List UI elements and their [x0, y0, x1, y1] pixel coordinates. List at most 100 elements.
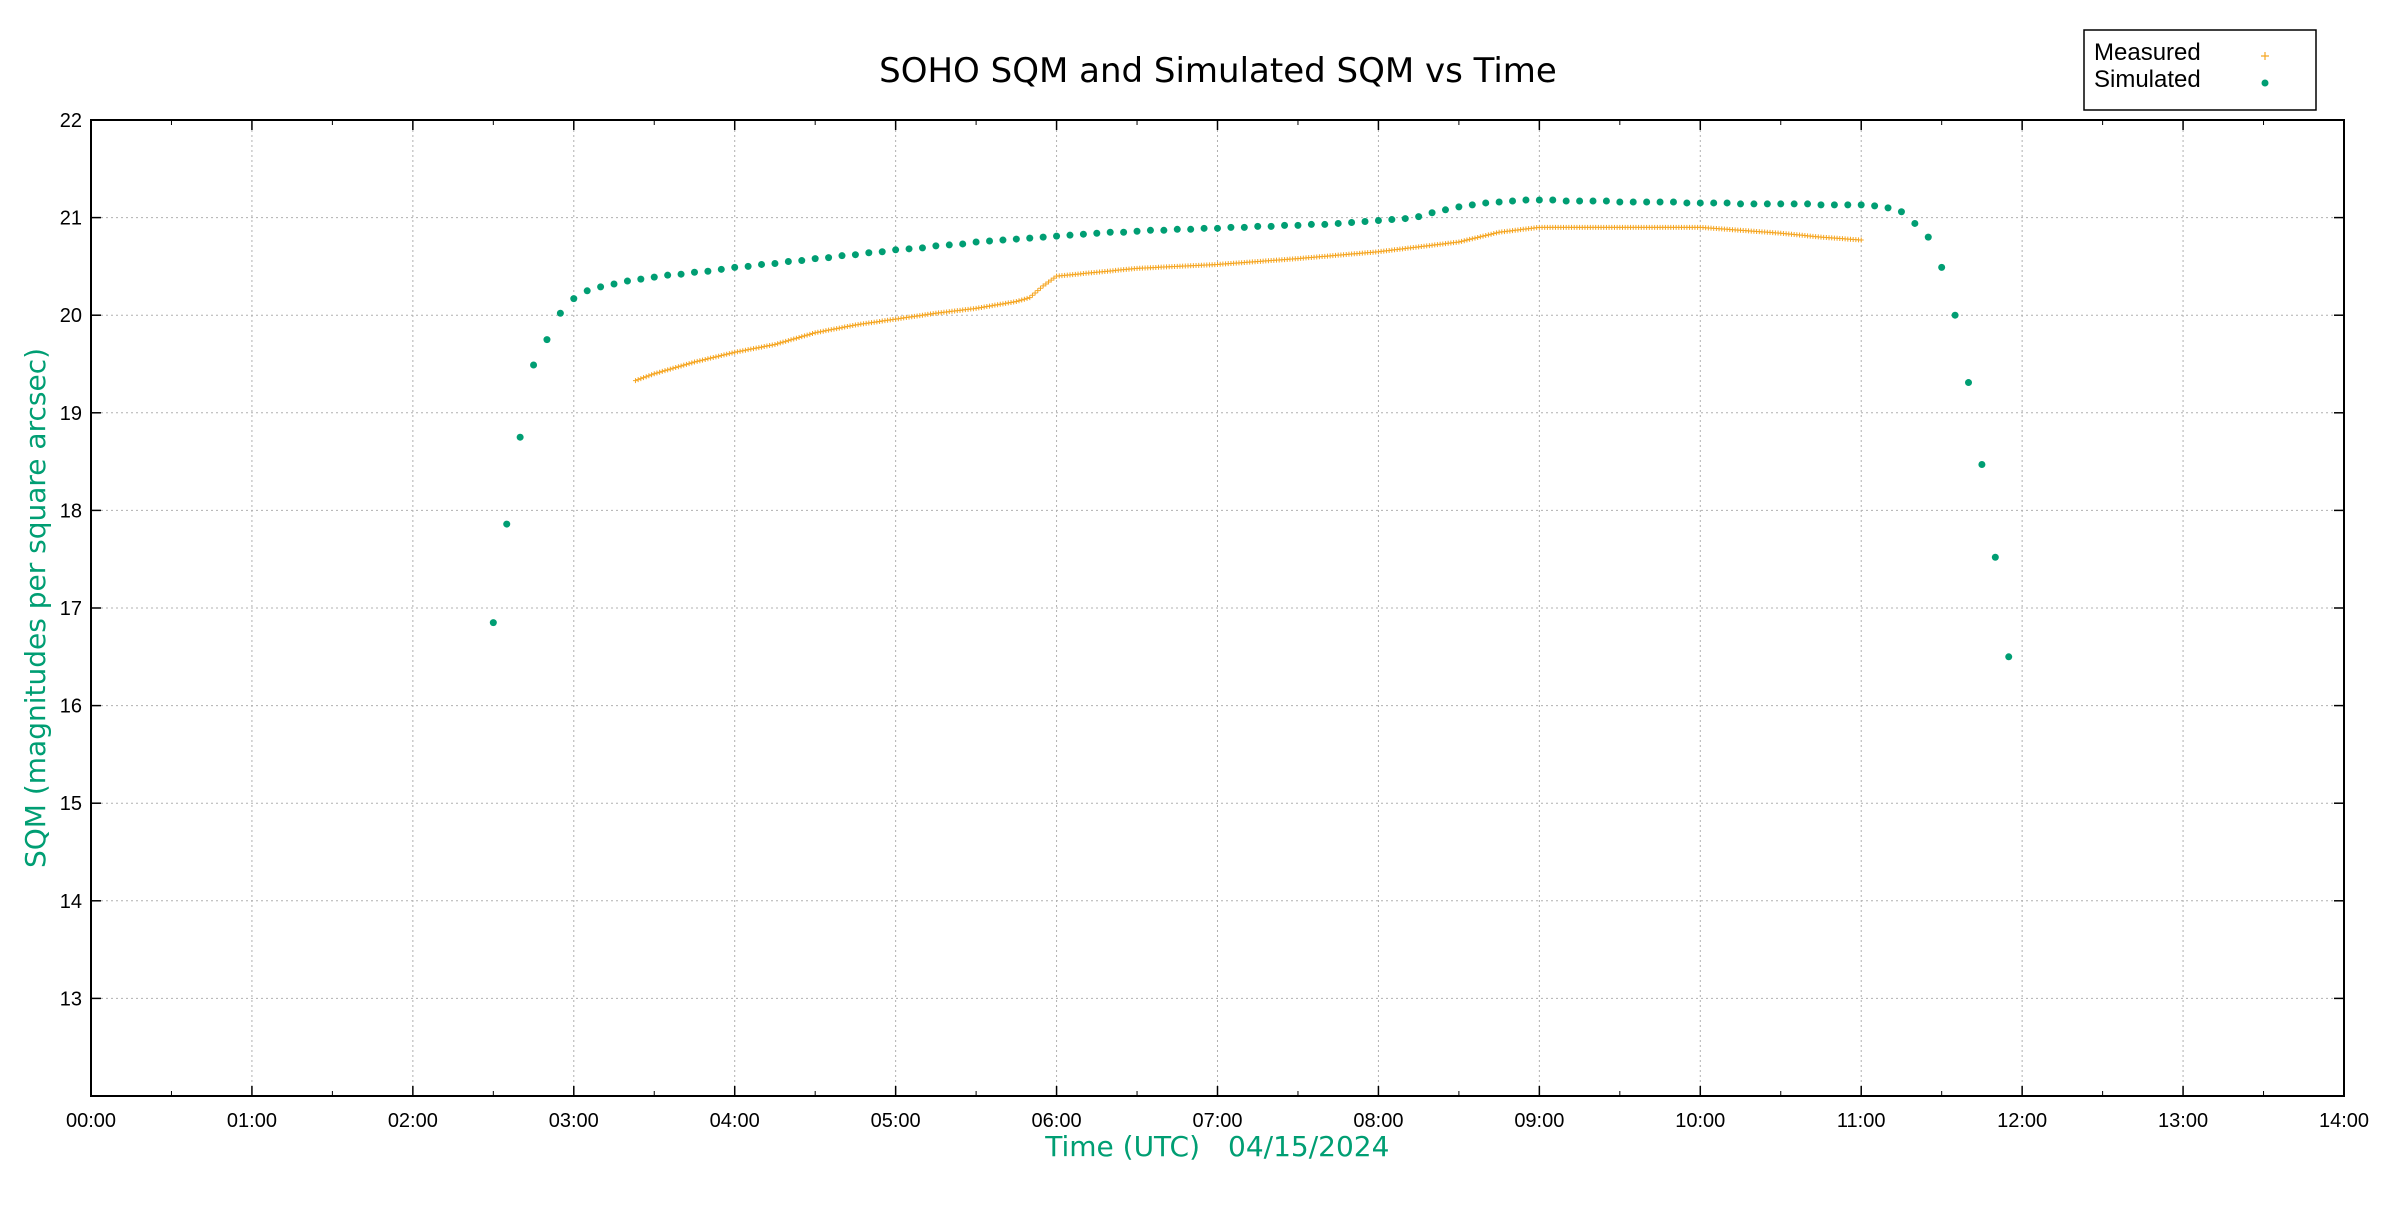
measured-point	[1029, 292, 1035, 298]
legend-label-simulated: Simulated	[2094, 66, 2201, 93]
measured-point	[1016, 298, 1022, 304]
measured-point	[678, 363, 684, 369]
measured-point	[839, 325, 845, 331]
simulated-point	[1938, 263, 1946, 271]
measured-point	[657, 369, 663, 375]
x-tick-label: 10:00	[1675, 1110, 1725, 1132]
simulated-point	[1602, 197, 1610, 205]
simulated-point	[1026, 234, 1034, 242]
simulated-point	[1066, 231, 1074, 239]
y-axis-label: SQM (magnitudes per square arcsec)	[19, 348, 52, 868]
simulated-point	[1509, 197, 1517, 205]
simulated-point	[1187, 225, 1195, 233]
x-tick-label: 04:00	[710, 1110, 760, 1132]
y-tick-label: 16	[60, 696, 82, 718]
measured-point	[700, 357, 706, 363]
measured-point	[694, 358, 700, 364]
simulated-point	[1281, 221, 1289, 229]
simulated-point	[1777, 200, 1785, 208]
simulated-point	[1991, 553, 1999, 561]
measured-point	[1461, 238, 1467, 244]
y-tick-label: 19	[60, 403, 82, 425]
measured-point	[820, 328, 826, 334]
measured-point	[1043, 281, 1049, 287]
measured-point	[807, 331, 813, 337]
simulated-point	[1562, 197, 1570, 205]
simulated-point	[1844, 201, 1852, 209]
simulated-point	[1079, 230, 1087, 238]
measured-point	[1475, 234, 1481, 240]
measured-point	[761, 344, 767, 350]
measured-point	[742, 347, 748, 353]
measured-point	[1467, 236, 1473, 242]
measured-point	[732, 349, 738, 355]
simulated-point	[1173, 225, 1181, 233]
measured-point	[724, 351, 730, 357]
measured-point	[697, 358, 703, 364]
simulated-point	[1401, 215, 1409, 223]
simulated-point	[1737, 200, 1745, 208]
measured-point	[1024, 295, 1030, 301]
measured-point	[691, 359, 697, 365]
measured-point	[767, 343, 773, 349]
simulated-point	[1710, 199, 1718, 207]
simulated-point	[1267, 222, 1275, 230]
legend-marker-measured-glyph	[2261, 52, 2269, 60]
measured-point	[812, 330, 818, 336]
legend-marker-measured	[2261, 52, 2269, 60]
y-tick-label: 22	[60, 110, 82, 132]
simulated-point	[1468, 201, 1476, 209]
simulated-point	[597, 283, 605, 291]
measured-point	[1464, 237, 1470, 243]
measured-point	[665, 367, 671, 373]
measured-point	[1046, 279, 1052, 285]
measured-point	[769, 342, 775, 348]
measured-point	[740, 348, 746, 354]
simulated-point	[959, 240, 967, 248]
simulated-point	[1482, 199, 1490, 207]
measured-point	[718, 353, 724, 359]
measured-point	[815, 329, 821, 335]
measured-point	[783, 338, 789, 344]
y-tick-label: 21	[60, 208, 82, 230]
measured-point	[759, 344, 765, 350]
simulated-point	[825, 254, 833, 262]
simulated-point	[717, 265, 725, 273]
x-tick-label: 09:00	[1514, 1110, 1564, 1132]
simulated-point	[1696, 199, 1704, 207]
simulated-point	[543, 336, 551, 344]
x-tick-label: 13:00	[2158, 1110, 2208, 1132]
simulated-point	[758, 260, 766, 268]
measured-point	[726, 351, 732, 357]
measured-point	[1040, 283, 1046, 289]
simulated-point	[1871, 202, 1879, 210]
simulated-point	[905, 245, 913, 253]
simulated-point	[1656, 198, 1664, 206]
x-tick-label: 03:00	[549, 1110, 599, 1132]
simulated-point	[489, 619, 497, 627]
simulated-point	[1348, 218, 1356, 226]
simulated-point	[1830, 201, 1838, 209]
measured-point	[788, 337, 794, 343]
simulated-point	[1428, 209, 1436, 217]
measured-point	[632, 378, 638, 384]
measured-point	[716, 353, 722, 359]
x-tick-label: 06:00	[1032, 1110, 1082, 1132]
simulated-point	[1334, 219, 1342, 227]
simulated-point	[1763, 200, 1771, 208]
simulated-point	[1374, 217, 1382, 225]
x-tick-label: 08:00	[1353, 1110, 1403, 1132]
legend: Measured Simulated	[2083, 29, 2317, 111]
simulated-point	[1723, 199, 1731, 207]
simulated-point	[851, 251, 859, 259]
measured-point	[772, 341, 778, 347]
measured-point	[708, 355, 714, 361]
simulated-point	[1160, 226, 1168, 234]
measured-point	[780, 339, 786, 345]
measured-point	[654, 370, 660, 376]
measured-point	[1013, 299, 1019, 305]
measured-point	[796, 334, 802, 340]
measured-point	[748, 346, 754, 352]
simulated-point	[1012, 235, 1020, 243]
measured-point	[785, 338, 791, 344]
